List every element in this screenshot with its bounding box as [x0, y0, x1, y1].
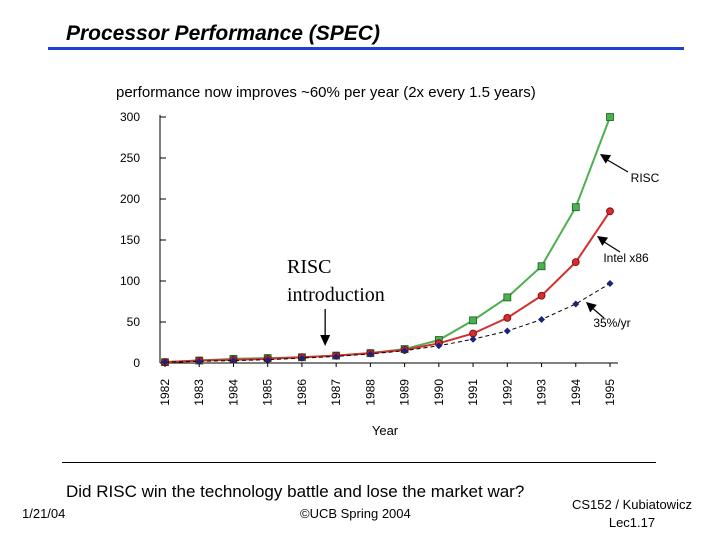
y-tick-label: 0: [133, 356, 140, 370]
x-tick-label: 1986: [295, 379, 309, 406]
performance-chart: 0 50 100 150 200 250 300 1982 1983 1984 1985 1986 19…: [120, 110, 660, 438]
x-tick-label: 1988: [363, 379, 377, 406]
x-tick-label: 1994: [569, 379, 583, 406]
data-point: [571, 258, 580, 267]
data-point: [606, 207, 614, 216]
callout-arrowhead: [597, 236, 609, 246]
y-tick-label: 50: [127, 315, 141, 329]
title-underline: [48, 47, 684, 50]
x-tick-label: 1991: [466, 379, 480, 406]
x-tick-label: 1993: [535, 379, 549, 406]
footer-course: CS152 / Kubiatowicz Lec1.17: [572, 496, 692, 532]
data-point: [606, 279, 614, 287]
data-point: [537, 291, 546, 300]
annotation-risc-line1: RISC: [287, 256, 331, 278]
data-point: [503, 327, 511, 335]
data-point: [401, 347, 409, 355]
y-tick-label: 300: [120, 110, 140, 124]
x-tick-label: 1982: [158, 379, 172, 406]
footer-course-line2: Lec1.17: [608, 515, 656, 530]
data-point: [229, 357, 237, 365]
slide-title: Processor Performance (SPEC): [66, 22, 380, 45]
data-point: [435, 342, 443, 350]
data-point: [161, 358, 169, 366]
footer-date: 1/21/04: [22, 506, 66, 521]
x-tick-label: 1985: [261, 379, 275, 406]
callout-arrowhead: [600, 154, 612, 164]
callout-arrowhead: [586, 302, 597, 313]
data-point: [503, 293, 512, 302]
x-tick-label: 1995: [603, 379, 617, 406]
data-point: [537, 262, 546, 271]
divider-line: [62, 462, 656, 463]
data-point: [264, 356, 272, 364]
series-line-2: [164, 283, 611, 363]
data-point: [469, 335, 477, 343]
data-point: [571, 203, 580, 212]
data-point: [366, 350, 374, 358]
data-point: [332, 352, 340, 360]
data-point: [469, 316, 477, 325]
y-tick-label: 150: [120, 233, 140, 247]
footer-course-line1: CS152 / Kubiatowicz: [572, 497, 692, 512]
series-label: 35%/yr: [593, 316, 630, 330]
x-tick-label: 1984: [226, 379, 240, 406]
data-point: [606, 113, 614, 121]
callout-arrow-line: [603, 157, 629, 173]
x-tick-label: 1983: [192, 379, 206, 406]
series-label: RISC: [631, 171, 660, 185]
x-tick-label: 1989: [398, 379, 412, 406]
y-tick-label: 200: [120, 192, 140, 206]
x-tick-label: 1987: [329, 379, 343, 406]
y-tick-label: 250: [120, 151, 140, 165]
data-point: [503, 313, 512, 322]
series-line-0: [164, 116, 611, 364]
slide-question: Did RISC win the technology battle and l…: [66, 482, 525, 501]
data-point: [195, 357, 203, 365]
series-label: Intel x86: [603, 251, 649, 265]
x-tick-label: 1990: [432, 379, 446, 406]
data-point: [298, 354, 306, 362]
footer-copyright: ©UCB Spring 2004: [300, 506, 411, 521]
data-point: [572, 300, 580, 308]
annotation-arrowhead: [320, 335, 331, 346]
series-line-1: [164, 210, 611, 364]
x-tick-label: 1992: [500, 379, 514, 406]
data-point: [538, 316, 546, 324]
y-tick-label: 100: [120, 274, 140, 288]
x-axis-label: Year: [372, 423, 399, 438]
chart-title: performance now improves ~60% per year (…: [116, 84, 536, 101]
annotation-risc-line2: introduction: [287, 284, 385, 306]
